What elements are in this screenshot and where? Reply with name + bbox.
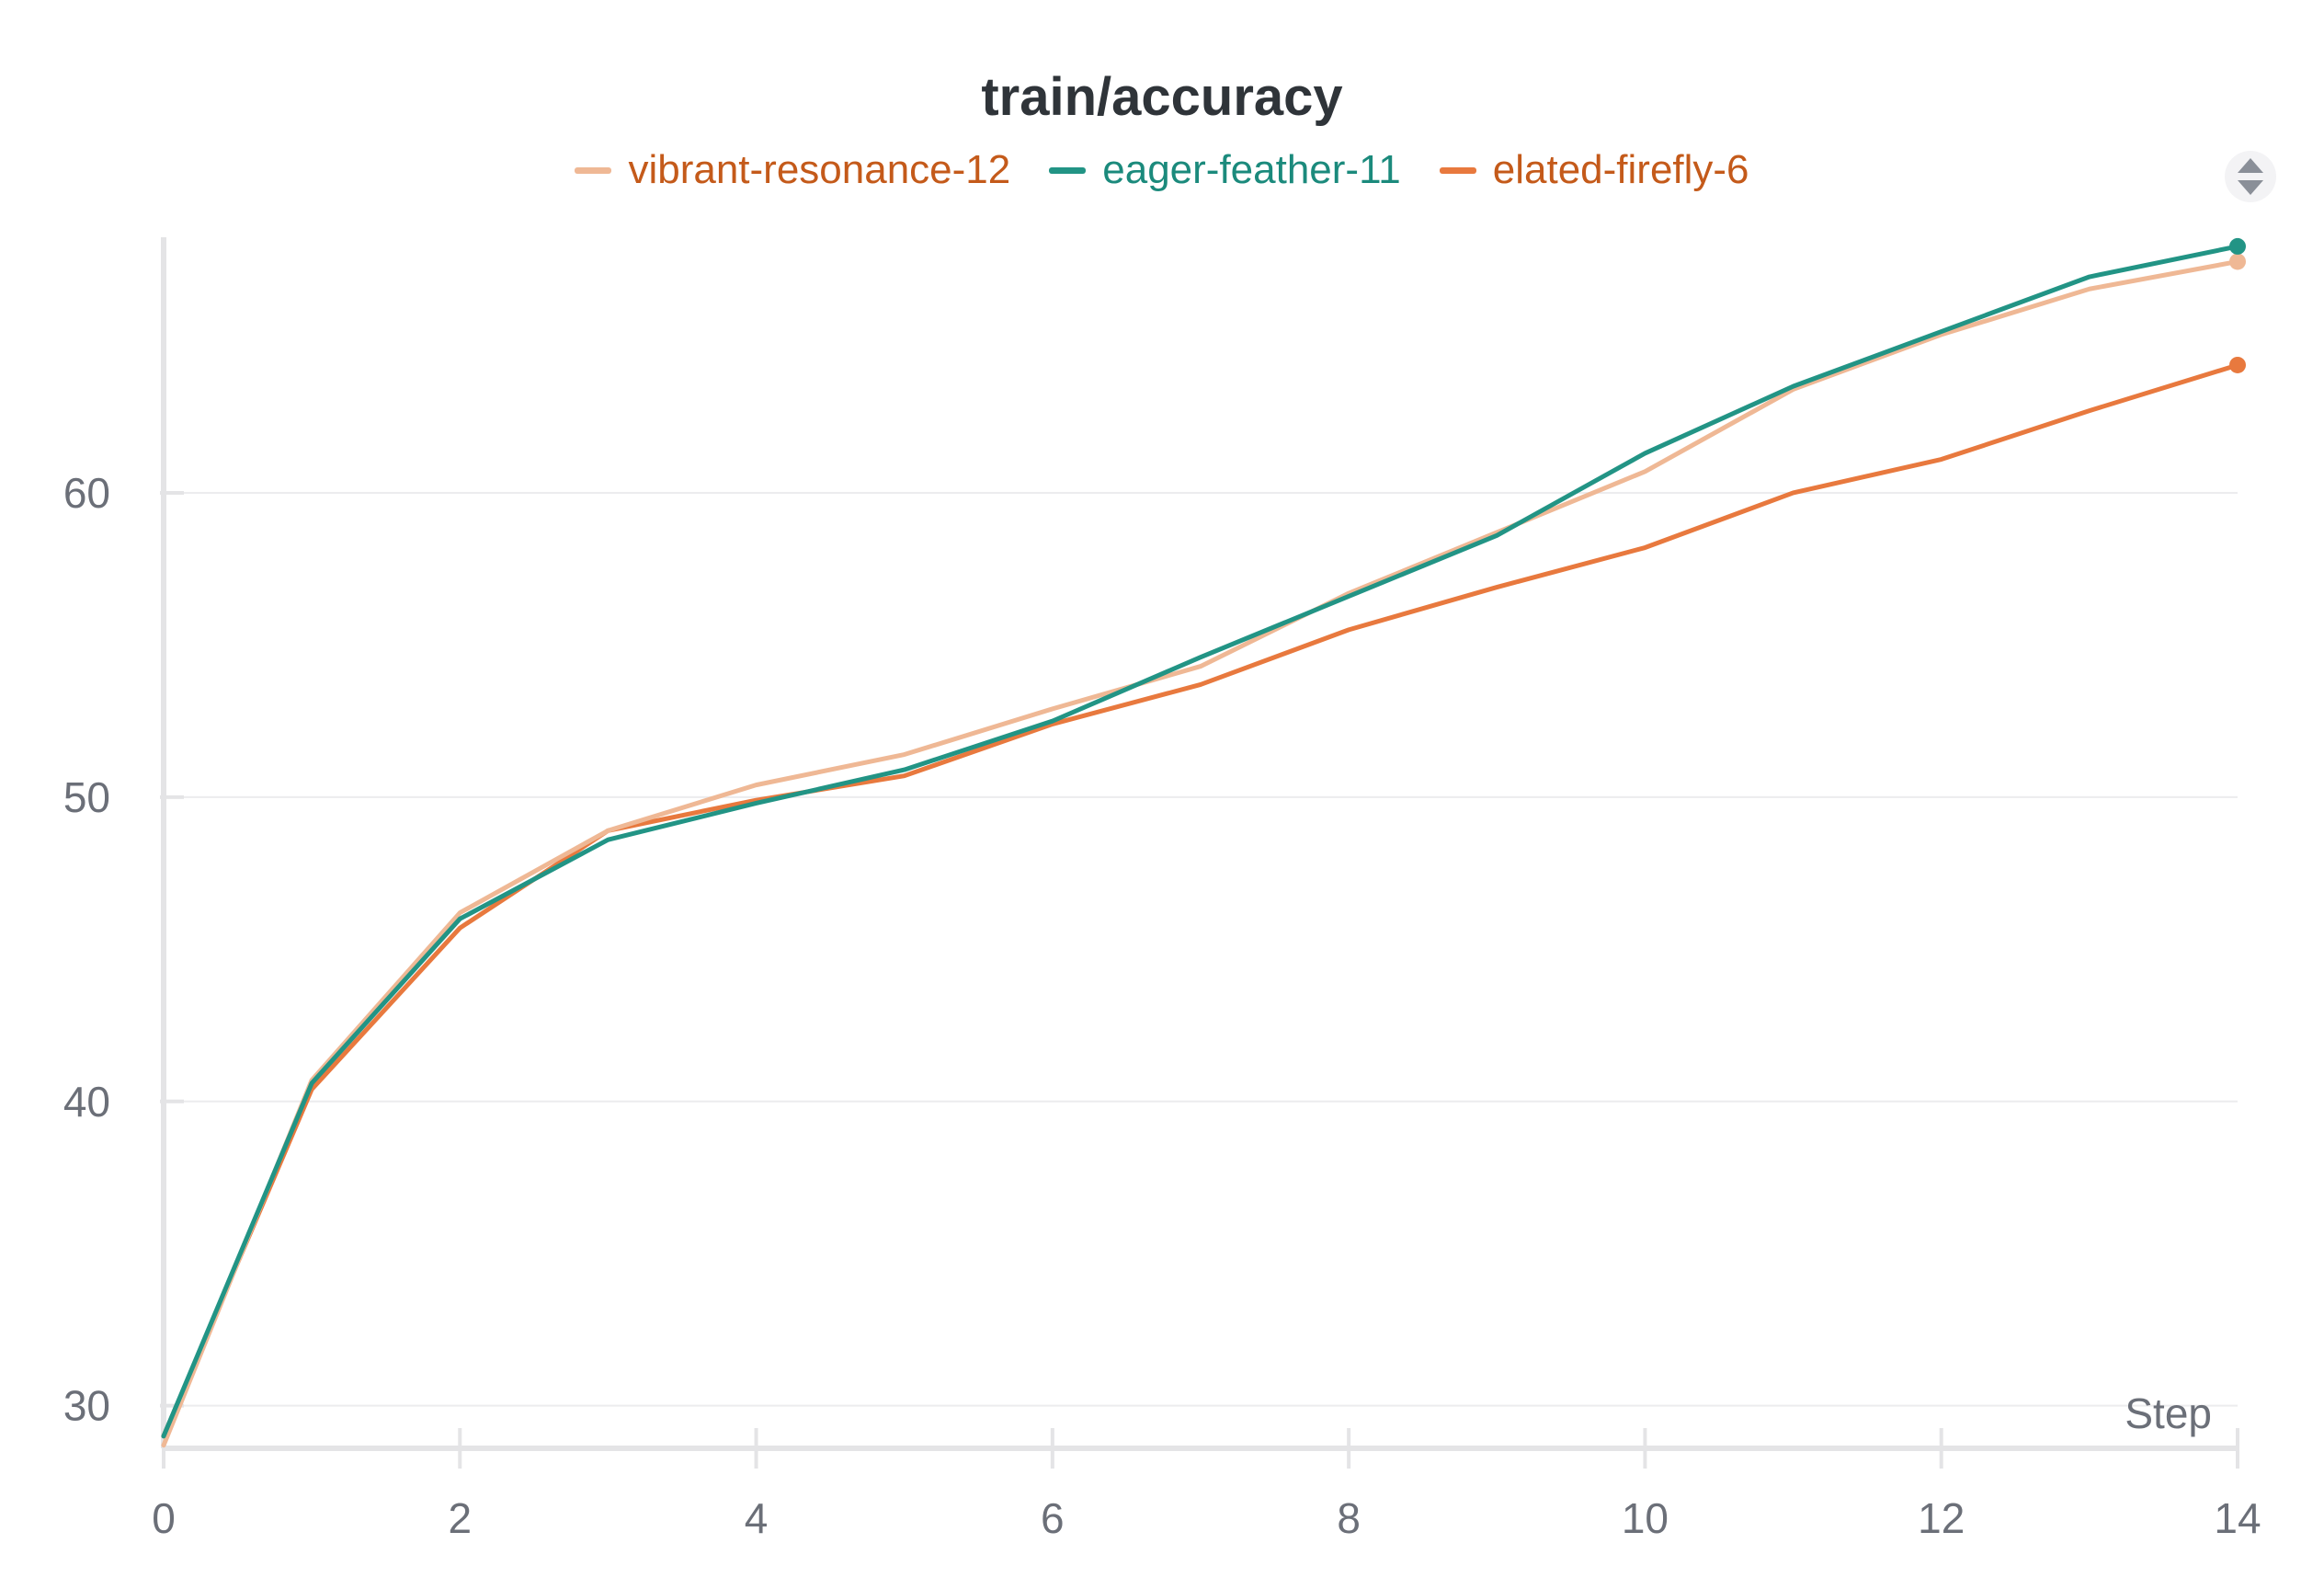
sort-down-icon <box>2238 180 2263 195</box>
legend-item-elated-firefly-6[interactable]: elated-firefly-6 <box>1439 147 1749 193</box>
chart-legend: vibrant-resonance-12 eager-feather-11 el… <box>0 147 2324 193</box>
series-endpoints <box>2229 237 2246 373</box>
x-tick-label-12: 12 <box>1918 1494 1965 1542</box>
legend-item-eager-feather-11[interactable]: eager-feather-11 <box>1049 147 1401 193</box>
series-line-vibrant-resonance-12 <box>161 258 2240 1448</box>
y-tick-label-30: 30 <box>63 1382 110 1430</box>
chart-title: train/accuracy <box>981 67 1343 127</box>
series-line-elated-firefly-6 <box>161 362 2240 1439</box>
series-endpoint-elated-firefly-6 <box>2229 356 2246 373</box>
grid-lines <box>164 491 2238 1407</box>
legend-swatch-eager-feather-11 <box>1049 166 1087 174</box>
legend-label-eager-feather-11: eager-feather-11 <box>1102 147 1401 192</box>
legend-label-elated-firefly-6: elated-firefly-6 <box>1492 147 1749 192</box>
series-line-eager-feather-11 <box>161 244 2240 1439</box>
y-tick-label-40: 40 <box>63 1078 110 1126</box>
legend-swatch-elated-firefly-6 <box>1439 166 1476 174</box>
series-endpoint-vibrant-resonance-12 <box>2229 253 2246 270</box>
x-axis-label: Step <box>2125 1389 2212 1437</box>
x-tick-label-14: 14 <box>2214 1494 2261 1542</box>
y-tick-label-50: 50 <box>63 773 110 821</box>
y-tick-label-60: 60 <box>63 469 110 517</box>
sort-up-icon <box>2238 158 2263 173</box>
series-lines <box>161 244 2240 1448</box>
y-ticks: 30 40 50 60 <box>63 469 184 1430</box>
x-tick-label-6: 6 <box>1041 1494 1065 1542</box>
axes <box>161 237 2238 1451</box>
legend-sort-control[interactable] <box>2225 151 2276 202</box>
x-tick-label-4: 4 <box>745 1494 769 1542</box>
x-tick-label-2: 2 <box>448 1494 472 1542</box>
x-ticks: 0 2 4 6 8 10 12 14 <box>152 1428 2261 1542</box>
legend-swatch-vibrant-resonance-12 <box>575 166 612 174</box>
x-tick-label-10: 10 <box>1622 1494 1669 1542</box>
legend-label-vibrant-resonance-12: vibrant-resonance-12 <box>628 147 1011 192</box>
x-tick-label-0: 0 <box>152 1494 176 1542</box>
x-tick-label-8: 8 <box>1337 1494 1361 1542</box>
legend-item-vibrant-resonance-12[interactable]: vibrant-resonance-12 <box>575 147 1010 193</box>
series-endpoint-eager-feather-11 <box>2229 237 2246 255</box>
